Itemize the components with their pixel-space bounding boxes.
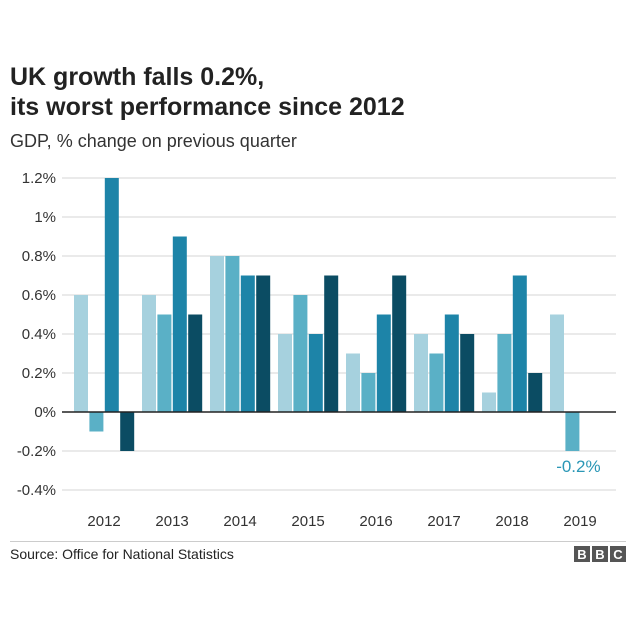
bbc-logo-letter-3: C <box>610 546 626 562</box>
gdp-bar-chart: 1.2% 1% 0.8% 0.6% 0.4% 0.2% 0% -0.2% -0.4% 2012 20… <box>17 170 616 530</box>
bar-2018-q3 <box>512 275 527 412</box>
bar-2018-q2 <box>497 334 512 412</box>
bar-2013-q3 <box>172 236 187 412</box>
bar-2018-q1 <box>482 392 496 412</box>
bar-2016-q3 <box>376 314 391 412</box>
bbc-logo: B B C <box>574 546 626 562</box>
bar-2015-q2 <box>293 295 308 412</box>
y-tick-label: -0.4% <box>17 482 56 499</box>
bar-2013-q1 <box>142 295 156 412</box>
latest-value-annotation: -0.2% <box>556 457 600 476</box>
bar-2014-q3 <box>240 275 255 412</box>
bar-2019-q2 <box>565 412 580 451</box>
chart-title-line-2: its worst performance since 2012 <box>10 93 405 121</box>
bar-2013-q2 <box>157 314 172 412</box>
bar-2016-q1 <box>346 353 360 412</box>
bar-2017-q2 <box>429 353 444 412</box>
x-category-label: 2016 <box>359 513 392 530</box>
bar-2014-q1 <box>210 256 224 412</box>
x-category-label: 2013 <box>155 513 188 530</box>
bar-2015-q4 <box>324 275 339 412</box>
bar-2015-q3 <box>308 334 323 412</box>
bbc-logo-letter-1: B <box>574 546 590 562</box>
y-tick-label: 1% <box>34 209 56 226</box>
y-tick-label: 0.4% <box>22 326 56 343</box>
bar-2019-q1 <box>550 314 564 412</box>
bar-2017-q4 <box>460 334 475 412</box>
bar-2014-q2 <box>225 256 240 412</box>
bar-2012-q4 <box>120 412 135 451</box>
bar-2014-q4 <box>256 275 271 412</box>
chart-subtitle: GDP, % change on previous quarter <box>10 131 297 151</box>
footer-divider <box>10 541 626 542</box>
bar-2012-q3 <box>104 178 119 412</box>
x-category-label: 2012 <box>87 513 120 530</box>
x-category-label: 2015 <box>291 513 324 530</box>
bbc-logo-letter-2: B <box>592 546 608 562</box>
bar-2012-q2 <box>89 412 104 432</box>
bar-2018-q4 <box>528 373 543 412</box>
y-tick-label: 0.2% <box>22 365 56 382</box>
y-tick-label: 1.2% <box>22 170 56 187</box>
x-category-label: 2019 <box>563 513 596 530</box>
bar-2015-q1 <box>278 334 292 412</box>
y-tick-label: 0% <box>34 404 56 421</box>
x-category-label: 2018 <box>495 513 528 530</box>
source-note: Source: Office for National Statistics <box>10 546 234 562</box>
bar-2017-q1 <box>414 334 428 412</box>
chart-title-line-1: UK growth falls 0.2%, <box>10 63 265 91</box>
bar-2016-q4 <box>392 275 407 412</box>
bar-2016-q2 <box>361 373 376 412</box>
y-tick-label: 0.8% <box>22 248 56 265</box>
chart-title: UK growth falls 0.2%, its worst performa… <box>10 62 405 122</box>
bar-2013-q4 <box>188 314 203 412</box>
y-tick-label: -0.2% <box>17 443 56 460</box>
bar-2012-q1 <box>74 295 88 412</box>
x-category-label: 2014 <box>223 513 256 530</box>
bar-2017-q3 <box>444 314 459 412</box>
x-category-label: 2017 <box>427 513 460 530</box>
y-tick-label: 0.6% <box>22 287 56 304</box>
